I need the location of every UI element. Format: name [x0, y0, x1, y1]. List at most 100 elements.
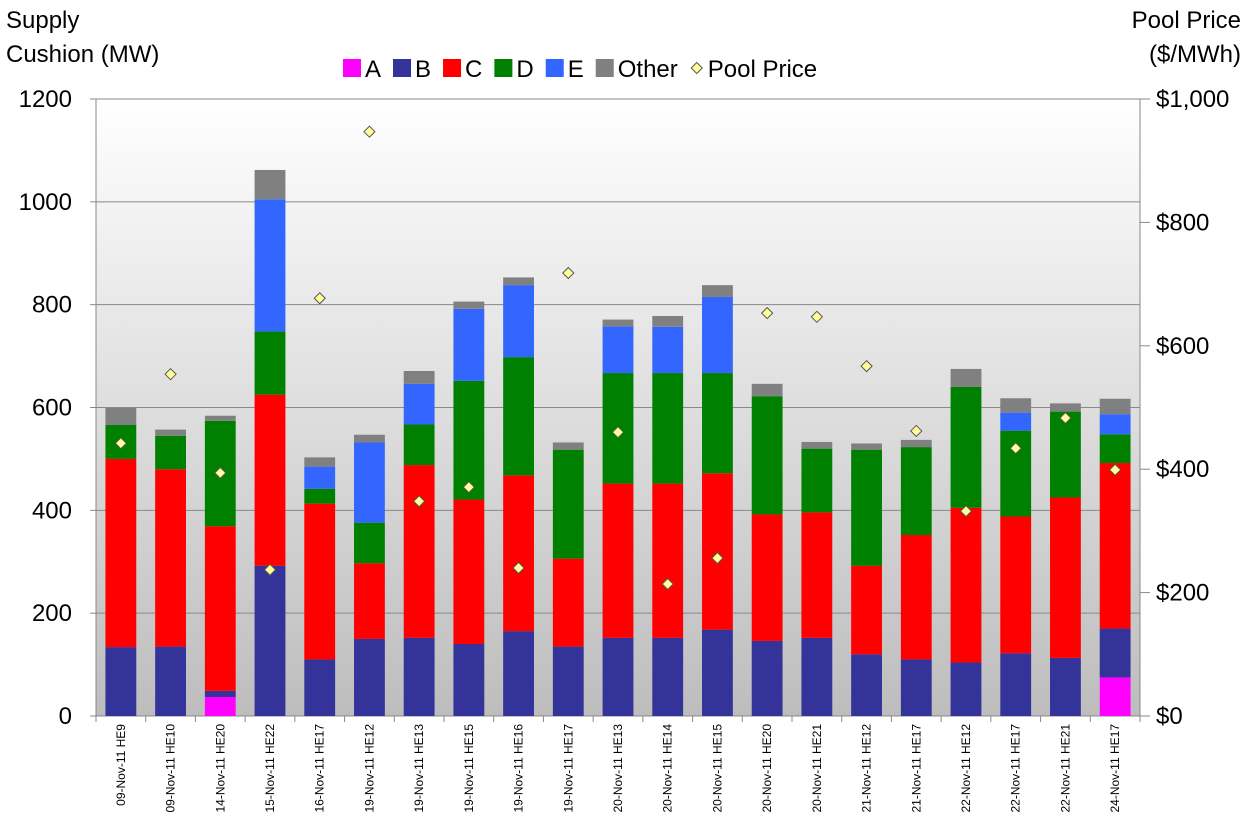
bar-segment: [702, 473, 733, 630]
bar-segment: [204, 526, 236, 691]
pool-price-marker: [114, 437, 128, 450]
pool-price-marker: [363, 125, 376, 138]
pool-price-marker: [1059, 411, 1072, 425]
bar-segment: [105, 647, 137, 716]
pool-price-marker: [263, 563, 277, 576]
bar-segment: [950, 662, 982, 716]
bar-segment: [702, 629, 733, 716]
y-tick-label: 1200: [19, 86, 72, 113]
pool-price-marker: [810, 310, 824, 324]
bar-segment: [751, 514, 783, 641]
bar-segment: [503, 285, 534, 358]
bar-segment: [304, 503, 336, 660]
y-tick-label: 600: [32, 395, 72, 422]
y2-tick-label: $0: [1156, 703, 1183, 730]
x-tick-label: 24-Nov-11 HE17: [1108, 724, 1122, 813]
bar-segment: [702, 296, 733, 374]
bar-segment: [1000, 516, 1032, 654]
bar-segment: [1099, 434, 1131, 464]
x-tick-label: 21-Nov-11 HE12: [860, 724, 874, 813]
pool-price-marker: [760, 306, 774, 320]
bar-segment: [950, 368, 982, 387]
bar-segment: [503, 357, 534, 476]
x-tick-label: 20-Nov-11 HE20: [760, 724, 774, 813]
bar-segment: [105, 458, 137, 648]
bar-segment: [751, 640, 783, 716]
bar-segment: [1050, 411, 1081, 498]
bar-segment: [1099, 463, 1131, 629]
bar-segment: [552, 442, 584, 450]
pool-price-marker: [1009, 442, 1022, 455]
y-tick-label: 0: [59, 703, 72, 730]
bar-segment: [851, 565, 882, 655]
y2-tick-label: $400: [1156, 456, 1209, 483]
y-tick-label: 800: [32, 292, 72, 319]
x-tick-label: 09-Nov-11 HE9: [114, 724, 128, 806]
bar-segment: [602, 326, 634, 374]
x-tick-label: 20-Nov-11 HE14: [661, 724, 675, 813]
bar-segment: [155, 469, 186, 647]
bar-segment: [801, 448, 833, 513]
bar-segment: [552, 449, 584, 559]
x-tick-label: 19-Nov-11 HE15: [462, 724, 476, 813]
bar-segment: [801, 637, 833, 716]
bar-segment: [354, 563, 385, 639]
pool-price-marker: [661, 577, 674, 591]
bar-segment: [503, 277, 534, 286]
bar-segment: [801, 441, 833, 449]
bar-segment: [254, 169, 286, 200]
bar-segment: [552, 558, 584, 647]
bar-segment: [453, 301, 485, 309]
bar-segment: [155, 435, 186, 470]
pool-price-marker: [412, 495, 426, 508]
legend-label: A: [365, 56, 381, 83]
pool-price-marker: [512, 561, 525, 575]
y-tick-label: 1000: [19, 189, 72, 216]
bar-segment: [652, 637, 684, 716]
bar-segment: [304, 488, 336, 504]
bar-segment: [453, 499, 485, 645]
bar-segment: [254, 331, 286, 395]
bar-segment: [403, 465, 435, 638]
bar-segment: [204, 690, 236, 697]
bar-segment: [354, 434, 385, 443]
x-tick-label: 22-Nov-11 HE12: [959, 724, 973, 813]
bar-segment: [1000, 412, 1032, 431]
x-tick-label: 16-Nov-11 HE17: [313, 724, 327, 813]
bar-segment: [204, 415, 236, 421]
pool-price-marker: [860, 359, 873, 373]
bar-segment: [851, 449, 882, 566]
y2-tick-label: $1,000: [1156, 86, 1229, 113]
bar-segment: [503, 475, 534, 632]
bar-segment: [105, 408, 137, 425]
bar-segment: [304, 466, 336, 489]
bar-segment: [1099, 398, 1131, 415]
bar-segment: [851, 443, 882, 450]
bar-segment: [403, 424, 435, 466]
bar-segment: [950, 386, 982, 508]
bar-segment: [751, 383, 783, 397]
x-tick-label: 19-Nov-11 HE17: [561, 724, 575, 813]
legend-marker: [690, 61, 703, 75]
x-tick-label: 20-Nov-11 HE13: [611, 724, 625, 813]
pool-price-marker: [462, 480, 476, 494]
y-tick-label: 200: [32, 600, 72, 627]
bar-segment: [851, 654, 882, 716]
y2-tick-label: $200: [1156, 580, 1209, 607]
bar-segment: [652, 483, 684, 638]
pool-price-marker: [1108, 463, 1122, 477]
y2-tick-label: $600: [1156, 333, 1209, 360]
pool-price-marker: [711, 551, 724, 565]
y2-tick-label: $800: [1156, 209, 1209, 236]
bar-segment: [801, 512, 833, 638]
bar-segment: [1050, 497, 1081, 658]
legend-swatch: [595, 59, 614, 77]
bar-segment: [304, 457, 336, 467]
bar-segment: [254, 394, 286, 566]
pool-price-marker: [164, 367, 177, 381]
bar-segment: [155, 429, 186, 436]
bar-segment: [155, 646, 186, 716]
bar-segment: [254, 565, 286, 716]
x-tick-label: 19-Nov-11 HE13: [412, 724, 426, 813]
